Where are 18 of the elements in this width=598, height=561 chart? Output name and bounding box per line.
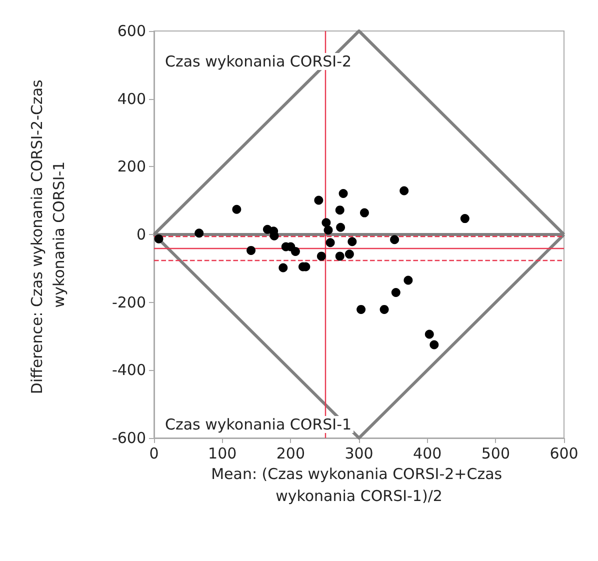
y-tick-label: 600 (117, 22, 146, 40)
y-axis-title: Difference: Czas wykonania CORSI-2-Czas wykonania CORSI-1 (28, 74, 68, 394)
x-tick-label: 600 (550, 444, 578, 462)
x-tick-label: 200 (276, 444, 305, 462)
x-tick-label: 300 (344, 444, 374, 462)
x-axis-title: Mean: (Czas wykonania CORSI-2+Czas wykonania CORSI-1)/2 (211, 465, 507, 505)
x-tick-label: 500 (481, 444, 510, 462)
y-tick-label: -400 (112, 361, 146, 380)
y-tick-label: 0 (136, 226, 146, 244)
annotation: Czas wykonania CORSI-2 (165, 52, 352, 70)
y-tick-label: -600 (112, 429, 146, 447)
annotation: Czas wykonania CORSI-1 (165, 416, 352, 434)
y-tick-label: -200 (112, 293, 146, 312)
x-tick-label: 400 (413, 444, 442, 462)
y-tick-label: 400 (117, 90, 146, 108)
x-tick-label: 100 (208, 444, 237, 462)
x-tick-label: 0 (149, 444, 159, 462)
y-tick-label: 200 (117, 158, 146, 176)
